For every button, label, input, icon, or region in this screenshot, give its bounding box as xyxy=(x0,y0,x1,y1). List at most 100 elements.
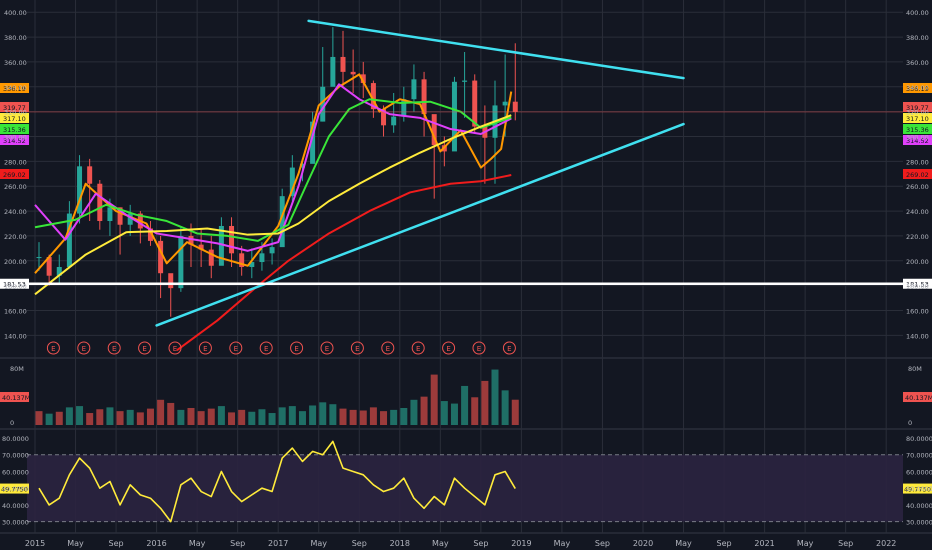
rsi-badge xyxy=(903,483,932,494)
price-tick-label-left: 360.00 xyxy=(4,59,27,67)
candle-body[interactable] xyxy=(56,267,62,276)
ma-longest-line[interactable] xyxy=(176,174,512,352)
candle-body[interactable] xyxy=(381,109,387,126)
price-pane[interactable]: 181.53 181.53 336.19 336.19 319.77 319.77 317.… xyxy=(0,19,932,355)
candle-body[interactable] xyxy=(239,253,245,267)
candle-body[interactable] xyxy=(320,86,326,122)
candle-body[interactable] xyxy=(147,228,153,241)
earnings-icon[interactable] xyxy=(77,341,91,355)
candle-body[interactable] xyxy=(208,249,214,266)
candle-body[interactable] xyxy=(229,225,235,254)
earnings-icon[interactable] xyxy=(138,341,152,355)
candle-body[interactable] xyxy=(451,81,457,152)
lower-trendline[interactable] xyxy=(155,122,685,327)
candle-body[interactable] xyxy=(168,273,174,289)
candle-body[interactable] xyxy=(249,262,255,267)
volume-pane[interactable]: 40.137M 40.137M xyxy=(0,369,932,425)
volume-bar xyxy=(298,411,306,425)
candle-body[interactable] xyxy=(391,116,397,126)
candle-body[interactable] xyxy=(178,235,184,289)
rsi-tick-label-left: 80.0000 xyxy=(2,435,29,443)
earnings-icon[interactable] xyxy=(472,341,486,355)
ma-longest-badge xyxy=(903,169,932,179)
volume-bar xyxy=(491,369,499,425)
candle-body[interactable] xyxy=(77,166,83,214)
rsi-pane[interactable]: 49.7750 49.7750 xyxy=(0,440,932,523)
time-axis-label: May xyxy=(67,539,84,548)
earnings-icon[interactable] xyxy=(442,341,456,355)
earnings-icon[interactable] xyxy=(168,341,182,355)
earnings-icon[interactable] xyxy=(229,341,243,355)
candle-body[interactable] xyxy=(502,101,508,106)
candle-body[interactable] xyxy=(340,56,346,72)
candle-body[interactable] xyxy=(259,253,265,263)
earnings-marker-label: E xyxy=(446,345,450,353)
earnings-marker-label: E xyxy=(82,345,86,353)
candle-body[interactable] xyxy=(512,101,518,112)
ma-fast-line[interactable] xyxy=(34,73,513,274)
candle-body[interactable] xyxy=(370,83,376,110)
rsi-line[interactable] xyxy=(38,440,516,523)
candle-body[interactable] xyxy=(188,235,194,245)
candle-body[interactable] xyxy=(411,79,417,100)
volume-bar xyxy=(146,408,154,425)
earnings-icon[interactable] xyxy=(350,341,364,355)
candle-body[interactable] xyxy=(66,213,72,267)
candle-body[interactable] xyxy=(472,80,478,127)
earnings-icon[interactable] xyxy=(320,341,334,355)
earnings-icon[interactable] xyxy=(502,341,516,355)
price-tick-label-left: 380.00 xyxy=(4,34,27,42)
candle-body[interactable] xyxy=(269,247,275,254)
ma-slow-badge-label: 315.36 xyxy=(906,126,929,134)
earnings-marker-label: E xyxy=(203,345,207,353)
earnings-icon[interactable] xyxy=(259,341,273,355)
ma-slow-line[interactable] xyxy=(34,98,512,242)
volume-bar xyxy=(207,408,215,425)
earnings-marker-label: E xyxy=(294,345,298,353)
earnings-icon[interactable] xyxy=(381,341,395,355)
candle-body[interactable] xyxy=(87,166,93,184)
price-tick-label-left: 340.00 xyxy=(4,84,27,92)
volume-bar xyxy=(217,406,225,425)
volume-bar xyxy=(116,411,124,425)
candle-body[interactable] xyxy=(107,207,113,222)
candle-body[interactable] xyxy=(117,207,123,225)
candle-body[interactable] xyxy=(310,121,316,164)
candle-body[interactable] xyxy=(198,244,204,250)
earnings-icon[interactable] xyxy=(290,341,304,355)
price-tick-label-right: 400.00 xyxy=(906,9,929,17)
volume-bar xyxy=(157,399,165,425)
earnings-icon[interactable] xyxy=(46,341,60,355)
candle-body[interactable] xyxy=(127,213,133,225)
candle-body[interactable] xyxy=(218,225,224,266)
earnings-icon[interactable] xyxy=(411,341,425,355)
price-tick-label-right: 260.00 xyxy=(906,183,929,191)
candle-body[interactable] xyxy=(330,56,336,87)
candle-body[interactable] xyxy=(350,71,356,75)
volume-bar xyxy=(380,411,388,425)
candle-body[interactable] xyxy=(97,183,103,222)
candle-body[interactable] xyxy=(431,114,437,146)
candle-body[interactable] xyxy=(158,240,164,274)
candle-body[interactable] xyxy=(462,80,468,82)
candle-body[interactable] xyxy=(46,257,52,276)
price-tick-label-right: 220.00 xyxy=(906,233,929,241)
time-axis-label: 2019 xyxy=(511,539,531,548)
candle-body[interactable] xyxy=(421,79,427,115)
price-tick-label-left: 240.00 xyxy=(4,208,27,216)
candle-body[interactable] xyxy=(299,163,305,168)
candle-body[interactable] xyxy=(279,196,285,248)
candle-body[interactable] xyxy=(360,74,366,84)
earnings-icon[interactable] xyxy=(198,341,212,355)
earnings-icon[interactable] xyxy=(107,341,121,355)
volume-bar xyxy=(258,409,266,425)
candle-body[interactable] xyxy=(401,99,407,117)
candle-body[interactable] xyxy=(289,167,295,197)
ma-long-line[interactable] xyxy=(34,114,512,296)
upper-trendline[interactable] xyxy=(307,19,685,80)
earnings-marker-label: E xyxy=(325,345,329,353)
ma-medium-line[interactable] xyxy=(34,83,512,252)
candle-body[interactable] xyxy=(36,257,42,259)
volume-badge-label: 40.137M xyxy=(905,394,932,402)
